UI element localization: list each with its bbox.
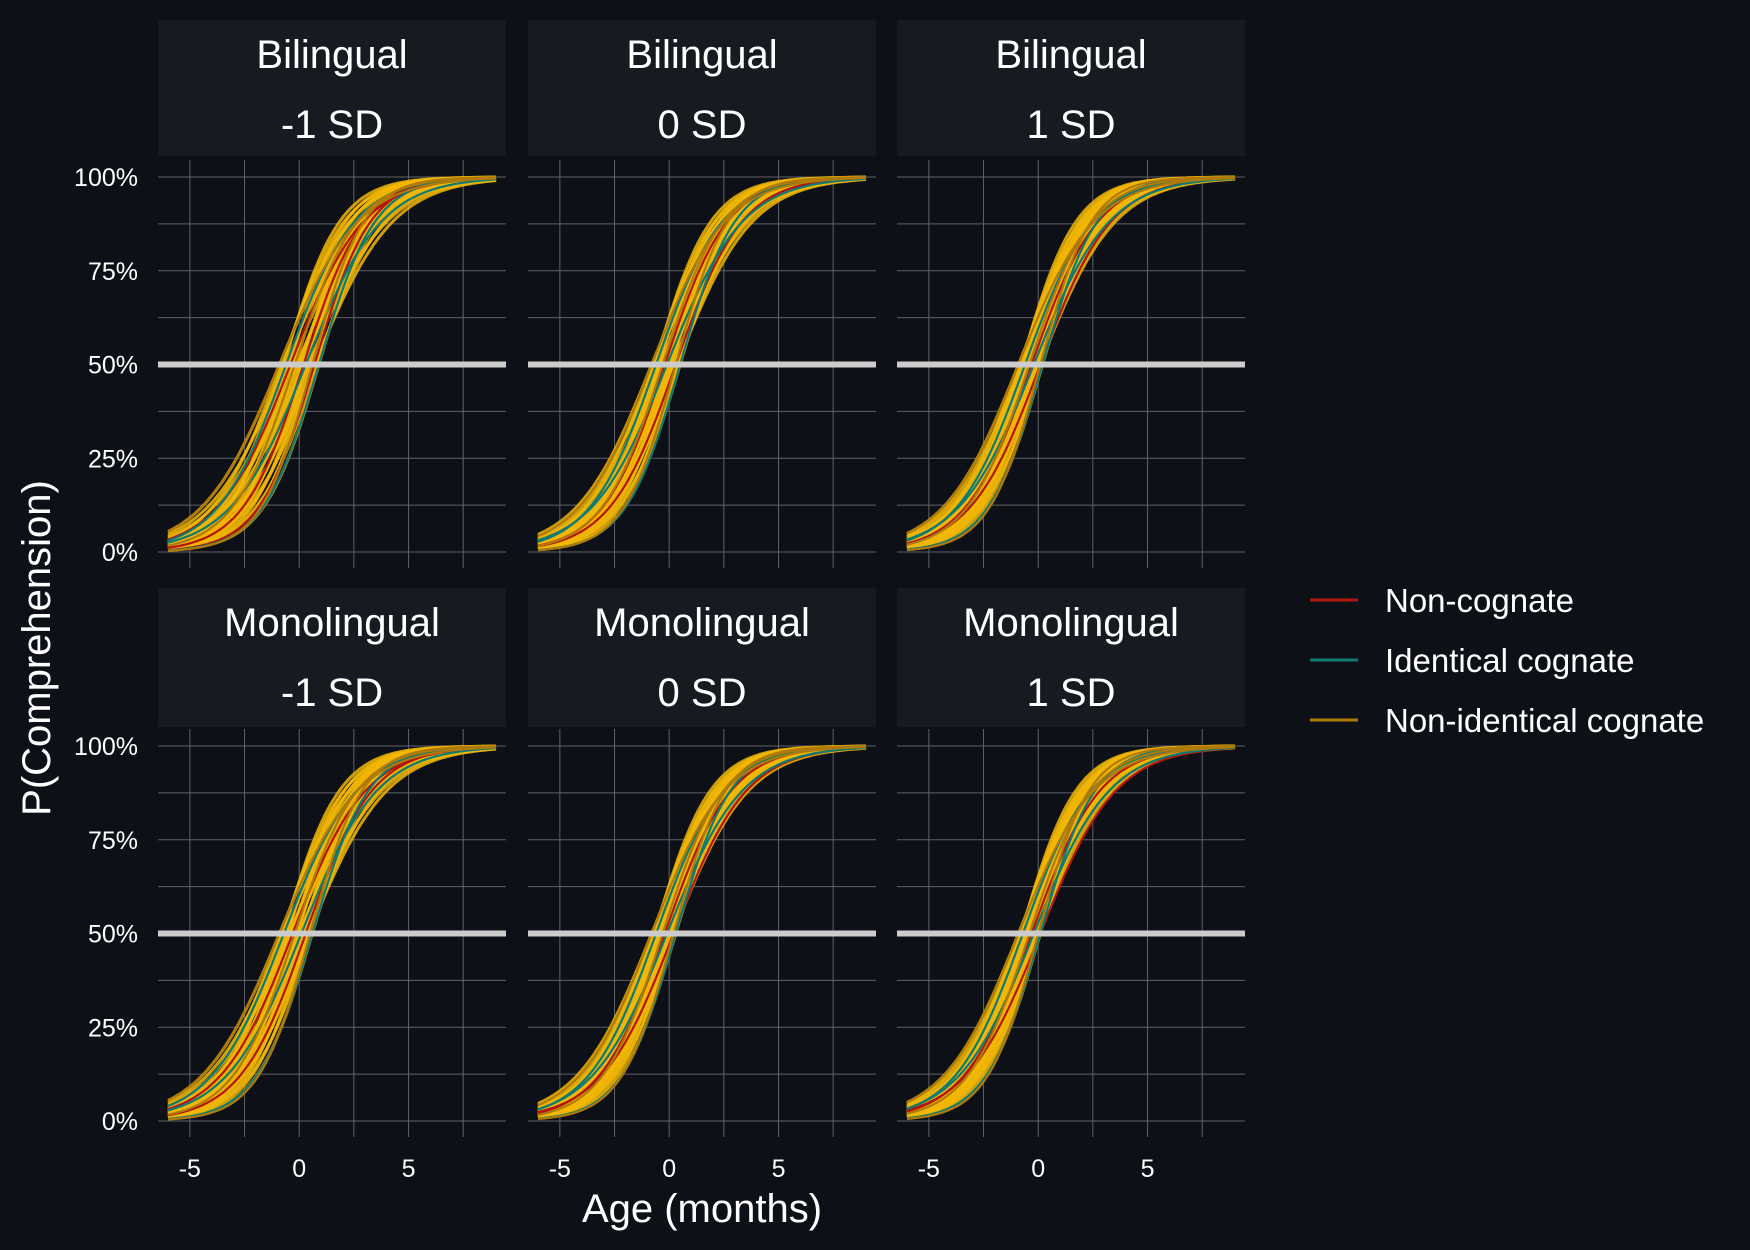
curves — [167, 744, 497, 1121]
legend: Non-cognate Identical cognate Non-identica… — [1310, 582, 1704, 739]
x-tick-label: 5 — [1141, 1155, 1155, 1183]
y-tick-label: 100% — [74, 164, 138, 192]
curves — [537, 744, 867, 1121]
group-curve — [537, 176, 867, 538]
x-tick-label: 5 — [772, 1155, 786, 1183]
curves — [906, 175, 1236, 552]
group-curve — [167, 177, 496, 533]
y-tick-label: 25% — [88, 1014, 138, 1042]
strip-label: -1 SD — [281, 103, 383, 147]
strip-background — [897, 588, 1245, 727]
group-curve — [537, 176, 866, 547]
x-tick-label: -5 — [179, 1155, 201, 1183]
group-curve — [906, 177, 1236, 535]
strip-label: 0 SD — [658, 103, 747, 147]
sample-curve — [537, 745, 867, 1116]
strip-background — [158, 20, 506, 156]
panels: Bilingual-1 SD0%25%50%75%100%Bilingual0 … — [74, 20, 1245, 1183]
strip-label: 1 SD — [1027, 671, 1116, 715]
facet-panel: Bilingual 1 SD — [897, 20, 1245, 568]
group-curve — [167, 745, 496, 1116]
legend-item: Identical cognate — [1310, 642, 1635, 679]
y-tick-label: 25% — [88, 445, 138, 473]
x-tick-label: 0 — [662, 1155, 676, 1183]
strip-label: Monolingual — [963, 601, 1179, 645]
strip-background — [897, 20, 1245, 156]
group-curve — [537, 745, 867, 1107]
y-tick-label: 50% — [88, 921, 138, 949]
legend-item: Non-cognate — [1310, 582, 1574, 619]
x-tick-label: 0 — [1031, 1155, 1045, 1183]
strip-background — [528, 20, 876, 156]
legend-label: Identical cognate — [1385, 642, 1635, 679]
strip-label: Bilingual — [995, 33, 1146, 77]
group-curve — [167, 176, 496, 547]
strip-label: Monolingual — [594, 601, 810, 645]
facet-panel: Monolingual 0 SD -5 0 5 — [528, 588, 876, 1183]
y-tick-label: 75% — [88, 827, 138, 855]
y-tick-label: 75% — [88, 258, 138, 286]
legend-item: Non-identical cognate — [1310, 702, 1704, 739]
group-curve — [537, 746, 867, 1111]
group-curve — [537, 177, 867, 542]
y-tick-label: 0% — [102, 1108, 138, 1136]
x-tick-label: 5 — [402, 1155, 416, 1183]
y-tick-label: 100% — [74, 733, 138, 761]
group-curve — [167, 178, 497, 544]
strip-label: Bilingual — [256, 33, 407, 77]
x-tick-label: -5 — [918, 1155, 940, 1183]
y-axis-title: P(Comprehension) — [15, 480, 59, 816]
group-curve — [906, 746, 1236, 1110]
group-curve — [906, 176, 1236, 546]
y-tick-label: 0% — [102, 539, 138, 567]
y-tick-label: 50% — [88, 352, 138, 380]
group-curve — [537, 745, 866, 1116]
x-axis-title: Age (months) — [582, 1187, 822, 1231]
curves — [537, 175, 867, 552]
strip-label: Bilingual — [626, 33, 777, 77]
facet-panel: Monolingual -1 SD 0% 25% 50% 75% 100% -5 0 5 — [74, 588, 506, 1183]
facet-panel: Bilingual -1 SD 0% 25% 50% 75% 100% — [74, 20, 506, 568]
group-curve — [906, 745, 1236, 1115]
strip-background — [528, 588, 876, 727]
group-curve — [906, 176, 1235, 552]
strip-label: 0 SD — [658, 671, 747, 715]
strip-label: 1 SD — [1027, 103, 1116, 147]
curves — [167, 175, 497, 552]
legend-label: Non-cognate — [1385, 582, 1574, 619]
curves — [906, 744, 1236, 1120]
x-tick-label: 0 — [292, 1155, 306, 1183]
group-curve — [906, 746, 1236, 1104]
group-curve — [167, 746, 496, 1102]
x-tick-label: -5 — [549, 1155, 571, 1183]
facet-panel: Bilingual 0 SD — [528, 20, 876, 568]
facet-panel: Monolingual 1 SD -5 0 5 — [897, 588, 1245, 1183]
strip-label: Monolingual — [224, 601, 440, 645]
strip-background — [158, 588, 506, 727]
group-curve — [906, 177, 1236, 541]
legend-label: Non-identical cognate — [1385, 702, 1704, 739]
strip-label: -1 SD — [281, 671, 383, 715]
